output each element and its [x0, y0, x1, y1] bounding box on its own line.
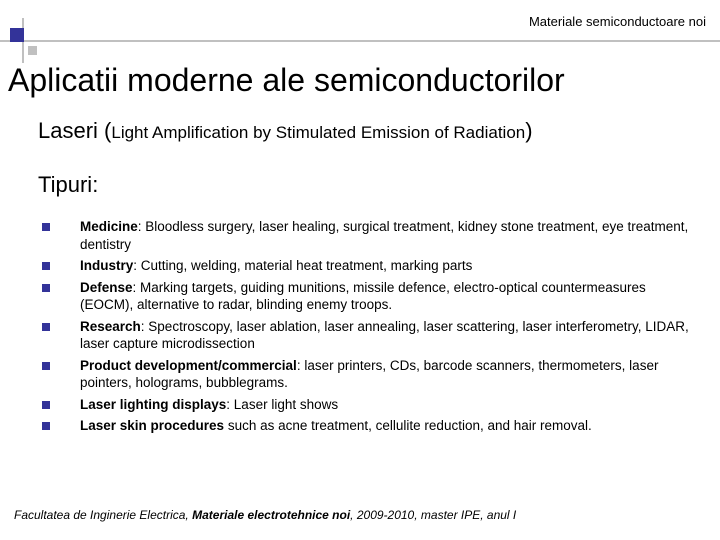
list-item-text: Industry: Cutting, welding, material hea… [80, 257, 700, 275]
list-item: Research: Spectroscopy, laser ablation, … [42, 318, 700, 353]
bullet-icon [42, 362, 50, 370]
list-item: Industry: Cutting, welding, material hea… [42, 257, 700, 275]
bullet-icon [42, 284, 50, 292]
list-item-text: Laser lighting displays: Laser light sho… [80, 396, 700, 414]
subtitle-suffix: ) [525, 118, 532, 143]
header-divider [60, 40, 720, 42]
subtitle: Laseri (Light Amplification by Stimulate… [38, 118, 533, 144]
bullet-icon [42, 401, 50, 409]
corner-line-horizontal [0, 40, 60, 42]
corner-decoration [0, 18, 60, 48]
bullet-icon [42, 422, 50, 430]
bullet-list: Medicine: Bloodless surgery, laser heali… [42, 218, 700, 439]
list-item-text: Research: Spectroscopy, laser ablation, … [80, 318, 700, 353]
corner-square-large [10, 28, 24, 42]
footer-suffix: , 2009-2010, master IPE, anul I [350, 508, 516, 522]
list-item: Laser lighting displays: Laser light sho… [42, 396, 700, 414]
bullet-icon [42, 262, 50, 270]
footer-emphasis: Materiale electrotehnice noi [192, 508, 350, 522]
slide-title: Aplicatii moderne ale semiconductorilor [8, 62, 565, 99]
list-item: Product development/commercial: laser pr… [42, 357, 700, 392]
list-item: Laser skin procedures such as acne treat… [42, 417, 700, 435]
list-item-text: Product development/commercial: laser pr… [80, 357, 700, 392]
list-item: Medicine: Bloodless surgery, laser heali… [42, 218, 700, 253]
subtitle-definition: Light Amplification by Stimulated Emissi… [111, 123, 525, 142]
bullet-icon [42, 323, 50, 331]
header-text: Materiale semiconductoare noi [529, 14, 706, 29]
corner-square-small [28, 46, 37, 55]
footer-text: Facultatea de Inginerie Electrica, Mater… [14, 508, 516, 522]
footer-prefix: Facultatea de Inginerie Electrica, [14, 508, 192, 522]
subtitle-prefix: Laseri ( [38, 118, 111, 143]
list-item: Defense: Marking targets, guiding muniti… [42, 279, 700, 314]
list-item-text: Defense: Marking targets, guiding muniti… [80, 279, 700, 314]
list-item-text: Laser skin procedures such as acne treat… [80, 417, 700, 435]
bullet-icon [42, 223, 50, 231]
section-label: Tipuri: [38, 172, 98, 198]
list-item-text: Medicine: Bloodless surgery, laser heali… [80, 218, 700, 253]
